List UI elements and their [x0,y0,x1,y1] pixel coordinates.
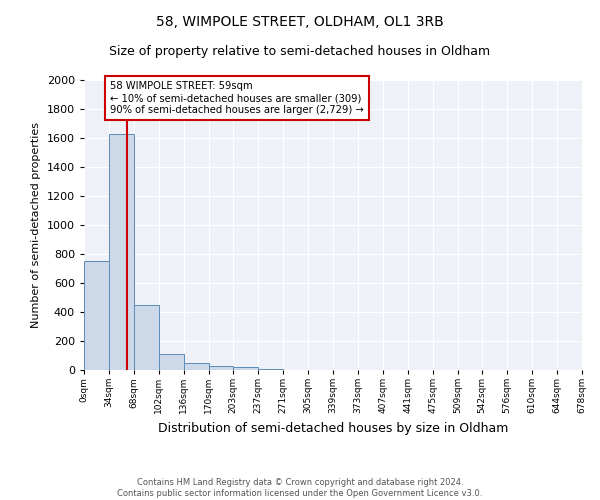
Bar [233,367,258,370]
Text: 58, WIMPOLE STREET, OLDHAM, OL1 3RB: 58, WIMPOLE STREET, OLDHAM, OL1 3RB [156,15,444,29]
Bar [109,134,134,370]
Text: Size of property relative to semi-detached houses in Oldham: Size of property relative to semi-detach… [109,45,491,58]
Text: Contains HM Land Registry data © Crown copyright and database right 2024.
Contai: Contains HM Land Registry data © Crown c… [118,478,482,498]
Bar [84,261,109,370]
Text: 58 WIMPOLE STREET: 59sqm
← 10% of semi-detached houses are smaller (309)
90% of : 58 WIMPOLE STREET: 59sqm ← 10% of semi-d… [110,82,364,114]
Bar [134,304,159,370]
Bar [184,364,209,370]
X-axis label: Distribution of semi-detached houses by size in Oldham: Distribution of semi-detached houses by … [158,422,508,434]
Bar [209,366,233,370]
Bar [159,354,184,370]
Y-axis label: Number of semi-detached properties: Number of semi-detached properties [31,122,41,328]
